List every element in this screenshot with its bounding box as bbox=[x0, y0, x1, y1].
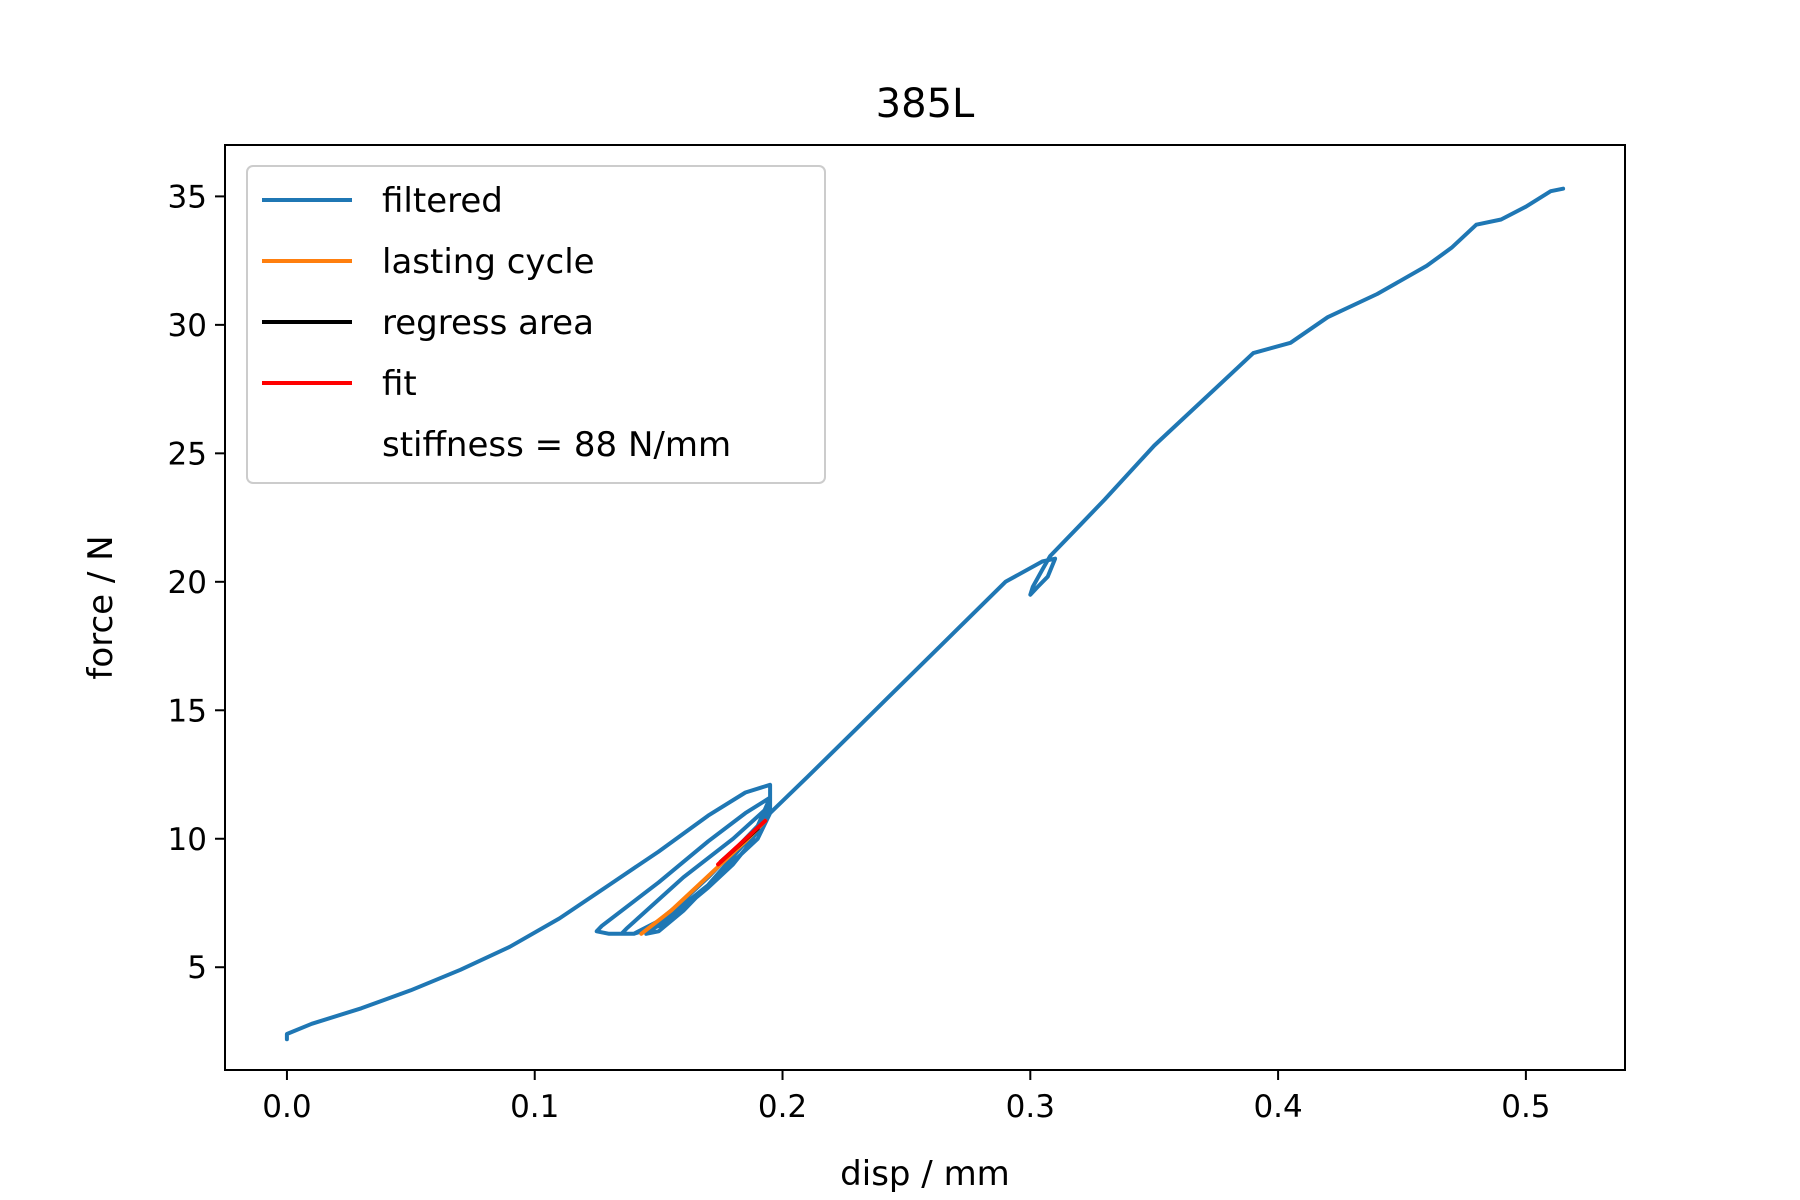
series-layer bbox=[284, 186, 1566, 1042]
legend-label: regress area bbox=[382, 303, 594, 343]
y-axis-label: force / N bbox=[81, 535, 121, 679]
y-tick-label: 5 bbox=[187, 950, 207, 986]
legend-box bbox=[246, 165, 826, 484]
legend-label: stiffness = 88 N/mm bbox=[382, 425, 731, 465]
x-tick-label: 0.1 bbox=[510, 1089, 559, 1125]
y-tick-label: 10 bbox=[168, 822, 207, 858]
y-tick-label: 35 bbox=[168, 179, 207, 215]
x-tick-label: 0.4 bbox=[1253, 1089, 1302, 1125]
legend-label: filtered bbox=[382, 181, 503, 221]
plot-frame bbox=[224, 144, 1626, 1071]
chart-title: 385L bbox=[876, 81, 975, 127]
x-tick-label: 0.3 bbox=[1006, 1089, 1055, 1125]
y-axis: 5 10 15 20 25 30 35 bbox=[168, 179, 225, 986]
series-line-fit bbox=[716, 818, 768, 867]
x-tick-label: 0.2 bbox=[758, 1089, 807, 1125]
y-tick-label: 15 bbox=[168, 693, 207, 729]
y-tick-label: 25 bbox=[168, 436, 207, 472]
legend-label: fit bbox=[382, 364, 417, 404]
y-tick-label: 30 bbox=[168, 308, 207, 344]
series-line-filtered bbox=[284, 186, 1566, 1042]
y-tick-label: 20 bbox=[168, 565, 207, 601]
legend-label: lasting cycle bbox=[382, 242, 595, 282]
legend: filtered lasting cycle regress area fit stif… bbox=[246, 165, 826, 484]
x-axis-label: disp / mm bbox=[840, 1154, 1010, 1194]
x-tick-label: 0.5 bbox=[1501, 1089, 1550, 1125]
x-tick-label: 0.0 bbox=[262, 1089, 311, 1125]
x-axis: 0.0 0.1 0.2 0.3 0.4 0.5 bbox=[262, 1070, 1551, 1125]
